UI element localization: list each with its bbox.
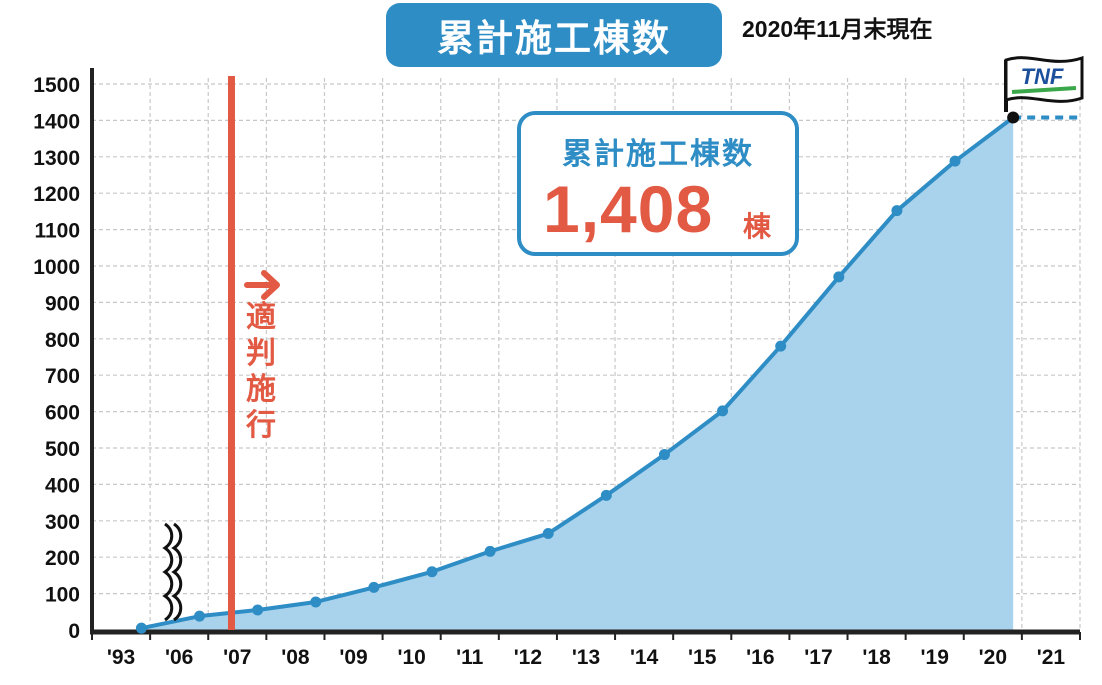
data-point xyxy=(310,596,322,608)
title-box: 累計施工棟数 xyxy=(386,3,722,67)
data-point xyxy=(833,271,845,283)
x-tick-label: '13 xyxy=(572,646,600,669)
data-point xyxy=(542,528,554,540)
x-tick-label: '93 xyxy=(107,646,135,669)
law-char: 行 xyxy=(246,409,276,442)
arrow-right-icon xyxy=(244,270,280,300)
y-tick-label: 500 xyxy=(45,438,80,461)
line-layer xyxy=(140,115,1080,631)
y-tick-label: 0 xyxy=(68,620,80,643)
chart-title: 累計施工棟数 xyxy=(437,18,671,59)
x-tick-label: '15 xyxy=(688,646,717,669)
x-tick-label: '08 xyxy=(281,646,310,669)
y-tick-label: 1000 xyxy=(33,256,80,279)
data-point xyxy=(426,566,438,578)
axis-break-icon xyxy=(162,522,174,622)
data-point xyxy=(949,155,961,167)
data-point xyxy=(368,581,380,593)
point-layer xyxy=(135,111,1020,634)
y-tick-label: 1200 xyxy=(33,183,80,206)
flag-text: TNF xyxy=(1021,64,1064,89)
y-tick-label: 600 xyxy=(45,402,80,425)
y-tick-label: 700 xyxy=(45,365,80,388)
x-tick-label: '09 xyxy=(339,646,367,669)
axis-break-icon xyxy=(171,522,183,622)
data-point xyxy=(775,340,787,352)
data-point xyxy=(600,489,612,501)
x-tick-label: '14 xyxy=(630,646,659,669)
x-tick-label: '06 xyxy=(165,646,193,669)
series-line xyxy=(140,115,1015,631)
law-char: 判 xyxy=(246,337,276,370)
y-tick-label: 100 xyxy=(45,584,80,607)
y-tick-label: 900 xyxy=(45,292,80,315)
x-tick-label: '17 xyxy=(804,646,832,669)
as-of-date: 2020年11月末現在 xyxy=(742,16,933,42)
deco-layer: TNF xyxy=(162,55,1084,630)
x-tick-label: '10 xyxy=(397,646,425,669)
x-tick-label: '07 xyxy=(223,646,251,669)
area-layer xyxy=(141,117,1014,631)
callout-label: 累計施工棟数 xyxy=(562,138,754,171)
law-char: 施 xyxy=(246,373,276,406)
x-tick-label: '19 xyxy=(921,646,949,669)
y-tick-label: 800 xyxy=(45,329,80,352)
x-tick-label: '11 xyxy=(456,646,484,669)
data-point xyxy=(484,545,496,557)
data-point xyxy=(891,205,903,217)
x-tick-label: '12 xyxy=(514,646,542,669)
y-tick-label: 300 xyxy=(45,511,80,534)
area-fill xyxy=(141,117,1014,631)
data-point xyxy=(252,604,264,616)
x-tick-label: '16 xyxy=(746,646,774,669)
y-tick-label: 1100 xyxy=(34,220,80,243)
tick-layer: 0 100 200 300 400 500 600 700 800 900 1000 1100 1200… xyxy=(33,74,1065,669)
data-point xyxy=(717,405,729,417)
data-point xyxy=(1007,111,1020,124)
data-point xyxy=(135,622,147,634)
law-char: 適 xyxy=(246,301,276,334)
law-annotation-label: 適 判 施 行 xyxy=(243,300,279,444)
y-tick-label: 1300 xyxy=(33,147,80,170)
tnf-flag-icon: TNF xyxy=(1004,55,1084,112)
data-point xyxy=(194,610,206,622)
callout-unit: 棟 xyxy=(743,211,772,242)
y-tick-label: 1400 xyxy=(33,110,80,133)
flag-stripe xyxy=(1011,86,1077,94)
y-tick-label: 400 xyxy=(45,474,80,497)
x-tick-label: '21 xyxy=(1037,646,1066,669)
y-tick-label: 1500 xyxy=(33,74,80,97)
callout-value: 1,408 xyxy=(543,172,714,246)
total-callout: 累計施工棟数 1,408 棟 xyxy=(517,111,799,256)
data-point xyxy=(658,449,670,461)
y-tick-label: 200 xyxy=(45,547,80,570)
x-tick-label: '20 xyxy=(979,646,1007,669)
x-tick-label: '18 xyxy=(862,646,891,669)
axis-layer xyxy=(90,68,1081,640)
